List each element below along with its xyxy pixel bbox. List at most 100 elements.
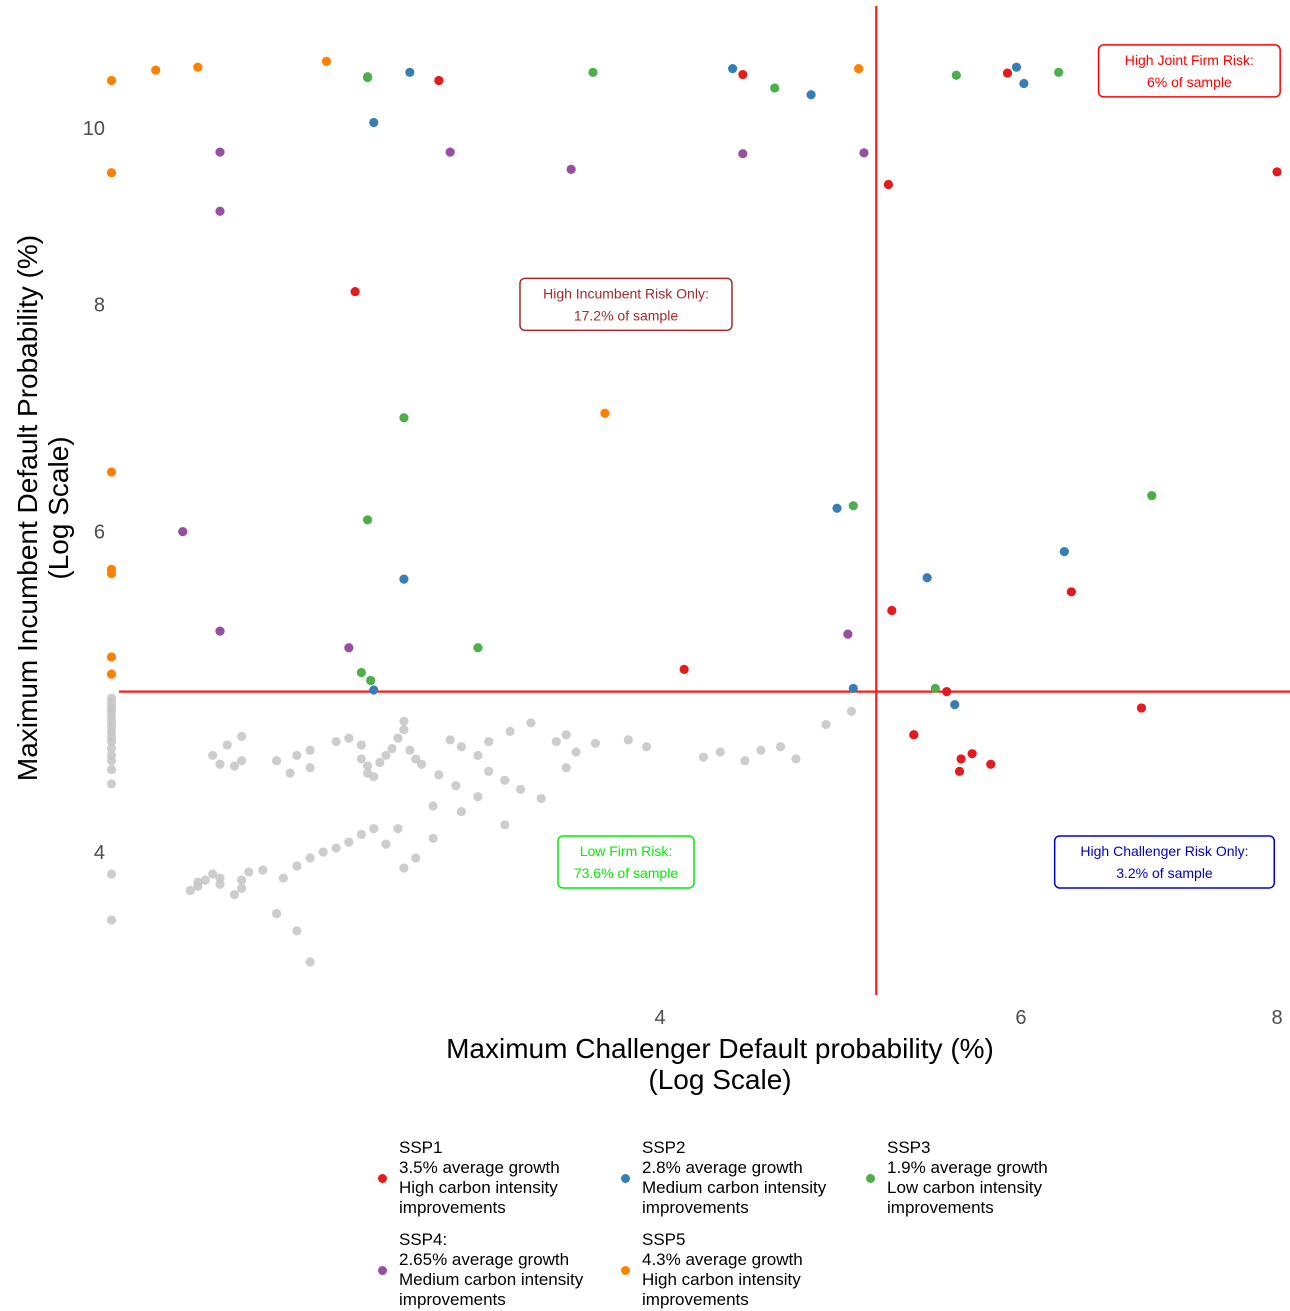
quadrant-annotation: High Incumbent Risk Only: 17.2% of sample	[519, 277, 733, 332]
data-point	[106, 779, 117, 789]
data-point	[362, 761, 373, 771]
data-point	[237, 731, 247, 742]
quadrant-annotation: High Challenger Risk Only: 3.2% of sample	[1053, 835, 1276, 889]
data-point	[399, 863, 409, 873]
x-axis-ticks: 4 6 8	[654, 1007, 1282, 1029]
data-point	[106, 736, 117, 747]
data-point	[859, 148, 869, 158]
data-point	[350, 286, 360, 297]
annotation-text: High Incumbent Risk Only:	[543, 285, 709, 301]
data-point	[387, 743, 397, 754]
data-point	[641, 742, 652, 752]
data-point	[399, 574, 409, 584]
data-point	[237, 756, 247, 766]
data-point	[285, 768, 295, 778]
annotation-text: 6% of sample	[1147, 74, 1232, 90]
data-point	[854, 64, 864, 74]
data-point	[942, 687, 952, 697]
data-point	[106, 467, 117, 477]
data-point	[331, 736, 341, 747]
legend-swatch	[378, 1173, 387, 1183]
annotation-text: 3.2% of sample	[1116, 865, 1213, 881]
data-point	[698, 752, 709, 762]
data-point	[258, 865, 268, 875]
annotation-box	[1053, 835, 1276, 889]
x-tick-label: 8	[1271, 1007, 1282, 1029]
y-tick-label: 8	[94, 294, 105, 316]
data-point	[106, 869, 117, 879]
data-point	[344, 837, 354, 847]
data-point	[571, 747, 581, 757]
data-point	[1019, 78, 1029, 89]
data-point	[321, 56, 332, 66]
data-point	[1002, 68, 1013, 78]
data-point	[305, 853, 315, 863]
data-point	[806, 90, 816, 100]
y-axis-title: Maximum Incumbent Default Probability (%…	[12, 235, 74, 781]
data-point	[229, 761, 240, 771]
data-point	[106, 764, 117, 775]
data-point	[950, 700, 960, 710]
scatter-points	[106, 56, 1282, 967]
data-point	[178, 527, 188, 537]
data-point	[366, 675, 376, 686]
data-point	[456, 742, 466, 752]
data-point	[1272, 167, 1282, 177]
data-point	[222, 740, 232, 750]
data-point	[215, 626, 225, 636]
data-point	[106, 915, 117, 925]
data-point	[848, 683, 858, 694]
data-point	[200, 875, 210, 885]
data-point	[445, 147, 455, 157]
data-point	[399, 413, 409, 423]
data-point	[416, 759, 427, 769]
data-point	[473, 750, 483, 761]
data-point	[456, 806, 466, 817]
legend-item: SSP1 3.5% average growth High carbon int…	[378, 1138, 560, 1218]
data-point	[393, 733, 403, 743]
data-point	[821, 719, 831, 730]
data-point	[393, 824, 403, 834]
data-point	[215, 206, 225, 216]
data-point	[887, 605, 897, 616]
data-point	[588, 67, 598, 77]
data-point	[600, 408, 610, 418]
data-point	[434, 770, 444, 780]
annotation-text: 17.2% of sample	[574, 307, 678, 323]
data-point	[484, 766, 494, 776]
data-point	[909, 730, 919, 740]
data-point	[411, 853, 421, 863]
data-point	[106, 75, 117, 86]
data-point	[1011, 62, 1022, 72]
data-point	[151, 65, 161, 75]
data-point	[271, 756, 282, 766]
data-point	[922, 573, 932, 583]
data-point	[381, 750, 391, 761]
data-point	[756, 745, 766, 755]
data-point	[344, 643, 354, 653]
data-point	[405, 745, 415, 755]
data-point	[369, 772, 379, 782]
annotation-text: High Challenger Risk Only:	[1080, 843, 1248, 859]
data-point	[505, 726, 515, 736]
data-point	[271, 909, 282, 919]
data-point	[930, 683, 940, 694]
data-point	[193, 62, 203, 72]
data-point	[292, 861, 302, 871]
data-point	[215, 147, 225, 157]
data-point	[848, 501, 858, 511]
data-point	[208, 750, 218, 761]
legend-item: SSP2 2.8% average growth Medium carbon i…	[621, 1138, 826, 1218]
data-point	[318, 847, 328, 857]
quadrant-annotations: High Joint Firm Risk: 6% of sample High In…	[519, 44, 1281, 889]
data-point	[344, 733, 354, 743]
data-point	[356, 754, 366, 764]
data-point	[561, 730, 571, 740]
data-point	[411, 754, 421, 764]
data-point	[740, 756, 750, 766]
legend-label: SSP5 4.3% average growth High carbon int…	[642, 1230, 803, 1309]
annotation-text: High Joint Firm Risk:	[1125, 52, 1254, 68]
data-point	[473, 643, 483, 653]
data-point	[883, 179, 893, 190]
data-point	[954, 766, 965, 776]
